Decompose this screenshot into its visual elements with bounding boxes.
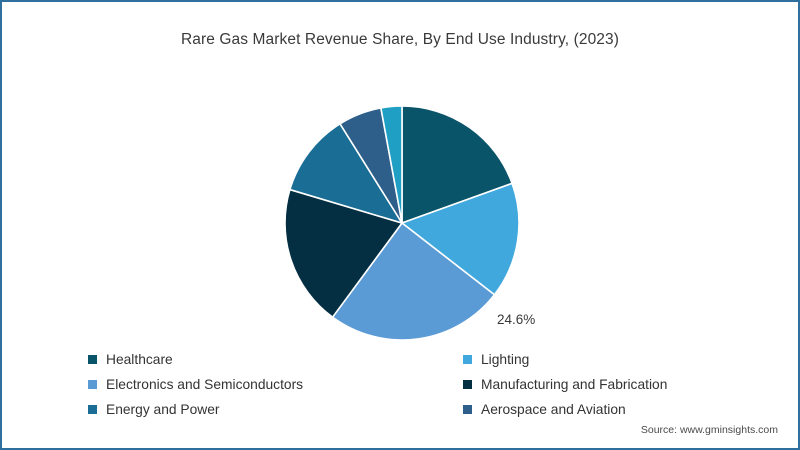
slice-value-label: 24.6% <box>497 312 536 327</box>
pie-chart-svg <box>284 105 520 341</box>
legend-row: Electronics and Semiconductors Manufactu… <box>88 372 728 397</box>
legend-swatch-icon <box>463 404 472 414</box>
legend-swatch-icon <box>463 379 472 389</box>
legend-swatch-icon <box>88 404 97 414</box>
legend-swatch-icon <box>88 354 97 364</box>
legend-item-electronics-and-semiconductors[interactable]: Electronics and Semiconductors <box>88 376 463 392</box>
chart-legend: Healthcare Lighting Electronics and Semi… <box>88 347 728 422</box>
legend-swatch-icon <box>463 354 472 364</box>
legend-item-label: Lighting <box>481 351 530 367</box>
legend-item-aerospace-and-aviation[interactable]: Aerospace and Aviation <box>463 401 728 417</box>
pie-slice-group <box>284 105 520 341</box>
pie-chart <box>284 105 520 341</box>
pie-slice[interactable] <box>380 105 403 224</box>
legend-item-label: Manufacturing and Fabrication <box>481 376 668 392</box>
pie-slice[interactable] <box>401 105 513 224</box>
page-title: Rare Gas Market Revenue Share, By End Us… <box>181 31 619 48</box>
pie-slice[interactable] <box>331 222 496 341</box>
legend-row: Energy and Power Aerospace and Aviation <box>88 397 728 422</box>
source-attribution: Source: www.gminsights.com <box>640 424 778 436</box>
legend-item-manufacturing-and-fabrication[interactable]: Manufacturing and Fabrication <box>463 376 728 392</box>
legend-item-lighting[interactable]: Lighting <box>463 351 728 367</box>
legend-item-label: Electronics and Semiconductors <box>106 376 304 392</box>
pie-slice[interactable] <box>284 188 403 318</box>
legend-row: Healthcare Lighting <box>88 347 728 372</box>
legend-item-label: Energy and Power <box>106 401 220 417</box>
legend-swatch-icon <box>88 379 97 389</box>
legend-item-healthcare[interactable]: Healthcare <box>88 351 463 367</box>
legend-item-label: Healthcare <box>106 351 173 367</box>
pie-slice[interactable] <box>401 182 520 296</box>
pie-slice[interactable] <box>289 122 403 224</box>
legend-item-label: Aerospace and Aviation <box>481 401 626 417</box>
legend-item-energy-and-power[interactable]: Energy and Power <box>88 401 463 417</box>
